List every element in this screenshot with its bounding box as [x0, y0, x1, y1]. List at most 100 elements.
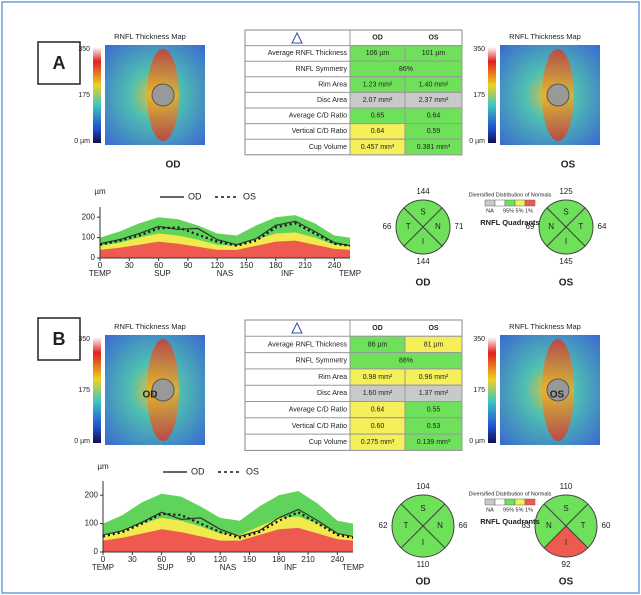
sector-value: 104: [416, 482, 430, 491]
cell-value: 106 µm: [366, 50, 390, 57]
region-label: TEMP: [342, 563, 364, 572]
cell-value: 86 µm: [368, 341, 388, 348]
cell-value: 1.60 mm²: [363, 390, 393, 397]
region-label: TEMP: [92, 563, 114, 572]
region-label: TEMP: [339, 269, 361, 278]
cell-value: 81 µm: [424, 341, 444, 348]
scale-label: 350: [78, 46, 90, 53]
map-title: RNFL Thickness Map: [114, 322, 186, 331]
legend-label: OD: [188, 191, 202, 201]
x-tick-label: 90: [183, 261, 192, 270]
row-label: Average RNFL Thickness: [268, 50, 348, 57]
panel-label: B: [53, 329, 66, 349]
eye-label: OD: [166, 160, 181, 171]
map-title: RNFL Thickness Map: [114, 32, 186, 41]
cell-value: 0.53: [427, 423, 441, 430]
y-axis-label: µm: [97, 462, 109, 471]
legend-swatch: [505, 499, 515, 505]
sector-letter: T: [406, 222, 411, 231]
row-label: Average RNFL Thickness: [268, 341, 348, 348]
sector-value: 110: [417, 560, 430, 569]
table-header: OD: [372, 325, 383, 332]
sector-value: 144: [416, 257, 430, 266]
legend-title: Diversified Distribution of Normals: [469, 192, 552, 198]
y-tick-label: 0: [94, 547, 99, 556]
map-title: RNFL Thickness Map: [509, 32, 581, 41]
sector-value: 60: [602, 521, 611, 530]
eye-label: OD: [143, 390, 158, 401]
cell-value: 0.275 mm³: [361, 439, 395, 446]
scale-label: 0 µm: [469, 138, 485, 145]
legend-swatch: [515, 200, 525, 206]
x-tick-label: 210: [298, 261, 312, 270]
quadrant-eye: OD: [416, 278, 431, 289]
scale-label: 0 µm: [469, 438, 485, 445]
y-tick-label: 100: [82, 233, 96, 242]
legend-na: NA: [486, 507, 494, 513]
table-header: OD: [372, 35, 383, 42]
legend-swatch: [515, 499, 525, 505]
row-label: Average C/D Ratio: [289, 406, 347, 413]
scale-label: 0 µm: [74, 438, 90, 445]
optic-disc: [152, 84, 174, 106]
sector-letter: I: [565, 237, 567, 246]
sector-letter: N: [435, 222, 441, 231]
sector-letter: T: [404, 521, 409, 530]
cell-value: 1.37 mm²: [419, 390, 449, 397]
legend-swatch: [485, 200, 495, 206]
legend-na: NA: [486, 208, 494, 214]
sector-letter: I: [565, 538, 567, 547]
eye-label: OS: [550, 390, 565, 401]
sector-value: 125: [559, 187, 573, 196]
legend-pct: 95% 5% 1%: [503, 507, 533, 513]
cell-value: 0.55: [427, 406, 441, 413]
sector-letter: I: [422, 538, 424, 547]
legend-label: OS: [243, 191, 256, 201]
x-tick-label: 150: [240, 261, 254, 270]
sector-letter: N: [546, 521, 552, 530]
panel-label: A: [53, 53, 66, 73]
cell-value: 0.98 mm²: [363, 374, 393, 381]
legend-pct: 95% 5% 1%: [503, 208, 533, 214]
scale-label: 175: [78, 92, 90, 99]
cell-value: 2.37 mm²: [419, 97, 449, 104]
quadrant-eye: OS: [559, 577, 574, 588]
legend-caption: RNFL Quadrants: [480, 218, 539, 227]
legend-label: OD: [191, 466, 205, 476]
legend-swatch: [495, 499, 505, 505]
cell-value: 0.381 mm³: [417, 144, 451, 151]
sector-value: 66: [459, 521, 468, 530]
region-label: NAS: [217, 269, 233, 278]
sector-value: 110: [560, 482, 573, 491]
x-tick-label: 30: [125, 261, 134, 270]
quadrant-eye: OD: [416, 577, 431, 588]
scale-label: 350: [473, 336, 485, 343]
row-label: Disc Area: [317, 390, 347, 397]
cell-value: 0.64: [371, 128, 385, 135]
sector-value: 144: [416, 187, 430, 196]
region-label: INF: [281, 269, 294, 278]
sector-letter: S: [420, 504, 425, 513]
y-tick-label: 0: [91, 253, 96, 262]
legend-swatch: [525, 200, 535, 206]
sector-value: 64: [598, 222, 607, 231]
cell-value: 1.40 mm²: [419, 81, 449, 88]
y-axis-label: µm: [94, 187, 106, 196]
sector-value: 66: [383, 222, 392, 231]
sector-value: 92: [562, 560, 571, 569]
color-bar: [488, 47, 496, 143]
region-label: TEMP: [89, 269, 111, 278]
region-label: SUP: [154, 269, 170, 278]
row-label: Cup Volume: [309, 144, 347, 151]
table-header: OS: [428, 325, 438, 332]
row-label: Average C/D Ratio: [289, 113, 347, 120]
cell-value: 0.96 mm²: [419, 374, 449, 381]
x-tick-label: 150: [243, 555, 257, 564]
legend-title: Diversified Distribution of Normals: [469, 491, 552, 497]
scale-label: 350: [78, 336, 90, 343]
sector-letter: S: [420, 207, 425, 216]
y-tick-label: 100: [85, 519, 99, 528]
row-label: Vertical C/D Ratio: [292, 423, 347, 430]
scale-label: 350: [473, 46, 485, 53]
cell-value: 88%: [399, 358, 413, 365]
